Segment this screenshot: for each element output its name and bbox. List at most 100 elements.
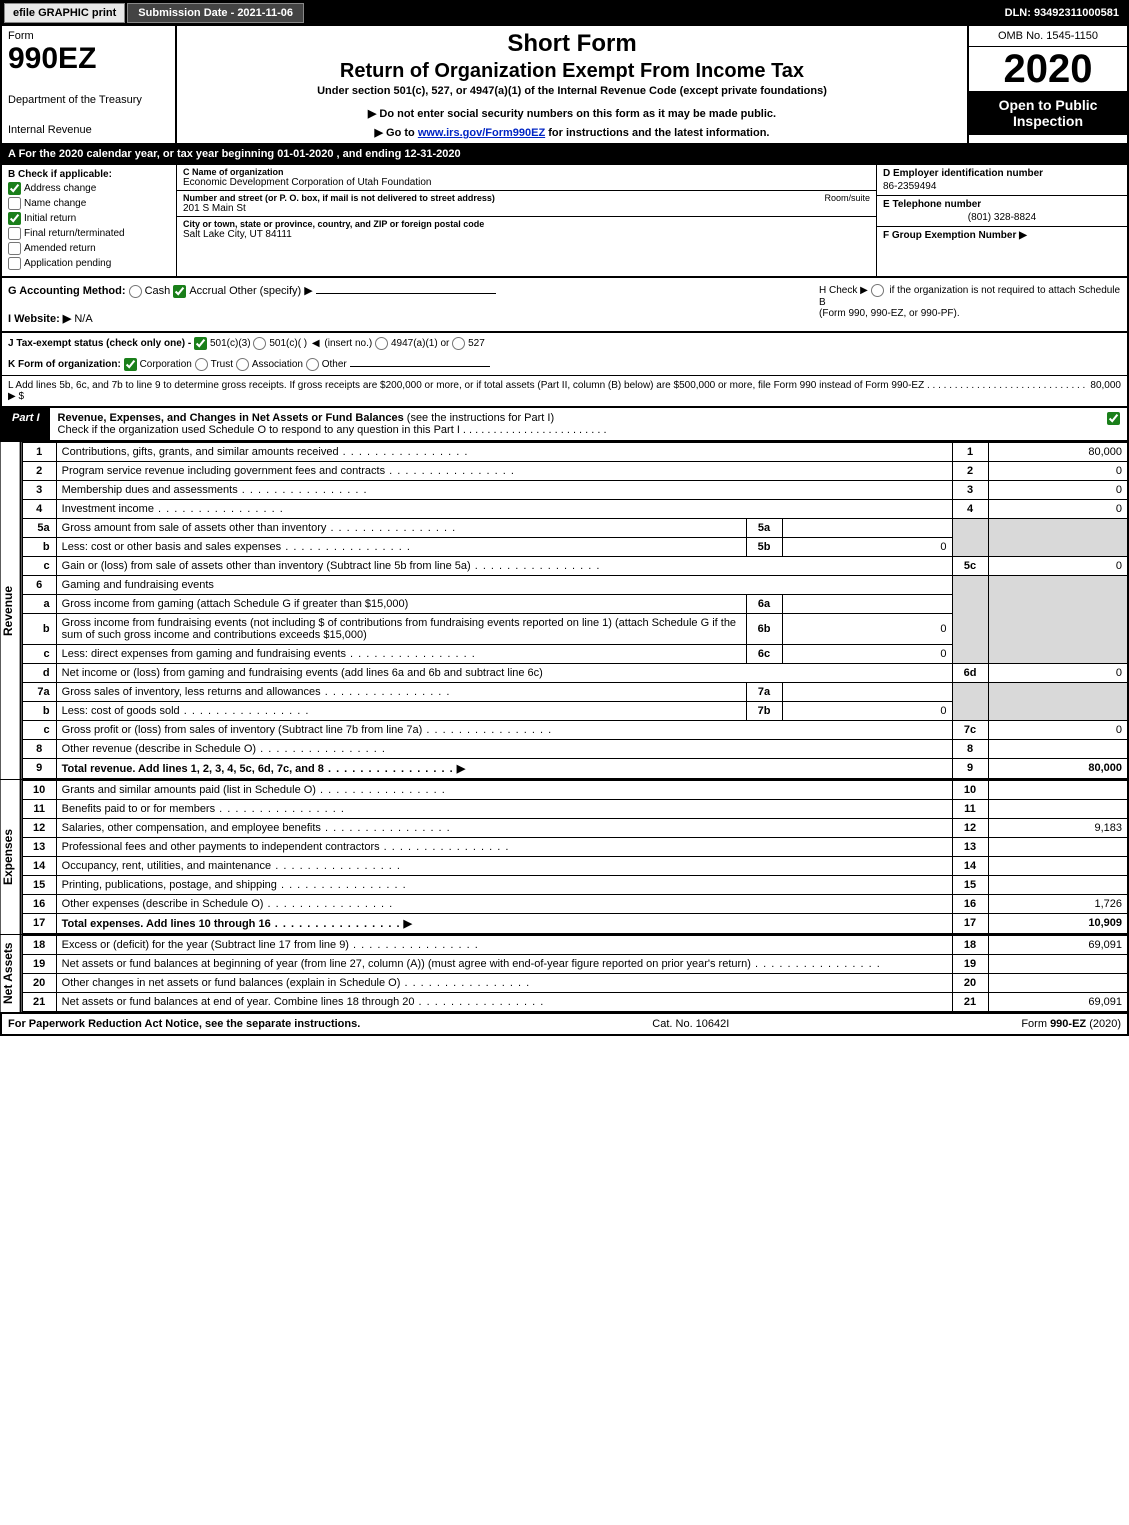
r5ab-rv-grey [988,518,1128,556]
chk-name-change[interactable]: Name change [8,197,170,210]
subtitle-under: Under section 501(c), 527, or 4947(a)(1)… [185,85,959,97]
chk-final-return[interactable]: Final return/terminated [8,227,170,240]
row-4: 4Investment income40 [22,499,1128,518]
footer-right: Form 990-EZ (2020) [1021,1018,1121,1030]
row-21: 21Net assets or fund balances at end of … [22,992,1128,1011]
efile-print-button[interactable]: efile GRAPHIC print [4,3,125,23]
chk-application-pending-box[interactable] [8,257,21,270]
j-501c-radio[interactable] [253,337,266,350]
k-corp-label: Corporation [140,359,192,370]
r15-desc: Printing, publications, postage, and shi… [56,875,952,894]
r16-desc: Other expenses (describe in Schedule O) [56,894,952,913]
r18-num: 18 [22,935,56,954]
city-row: City or town, state or province, country… [177,217,876,242]
j-4947-radio[interactable] [375,337,388,350]
r2-desc: Program service revenue including govern… [56,461,952,480]
block-gi-left: G Accounting Method: Cash Accrual Other … [8,284,811,325]
phone-label: E Telephone number [883,199,1121,210]
r8-rv [988,739,1128,758]
r18-desc: Excess or (deficit) for the year (Subtra… [56,935,952,954]
r19-num: 19 [22,954,56,973]
r6d-rn: 6d [952,663,988,682]
dept-irs: Internal Revenue [8,124,169,136]
part-i-schedule-o-check[interactable] [1107,412,1120,425]
k-other-blank[interactable] [350,366,490,367]
r5a-mb: 5a [746,518,782,537]
goto-post: for instructions and the latest informat… [545,127,769,139]
j-527-radio[interactable] [452,337,465,350]
row-5a: 5aGross amount from sale of assets other… [22,518,1128,537]
form-code: 990EZ [8,42,169,76]
chk-initial-return[interactable]: Initial return [8,212,170,225]
goto-pre: ▶ Go to [375,127,418,139]
r15-num: 15 [22,875,56,894]
r7c-rv: 0 [988,720,1128,739]
r5b-desc: Less: cost or other basis and sales expe… [56,537,746,556]
chk-application-pending[interactable]: Application pending [8,257,170,270]
chk-address-change-box[interactable] [8,182,21,195]
irs-link[interactable]: www.irs.gov/Form990EZ [418,127,545,139]
chk-name-change-label: Name change [24,198,86,209]
omb-number: OMB No. 1545-1150 [969,26,1127,47]
r2-rv: 0 [988,461,1128,480]
j-501c3-check[interactable] [194,337,207,350]
title-return: Return of Organization Exempt From Incom… [185,60,959,83]
page-footer: For Paperwork Reduction Act Notice, see … [0,1014,1129,1036]
ein-row: D Employer identification number 86-2359… [877,165,1127,196]
r6a-mv [782,594,952,613]
r12-rn: 12 [952,818,988,837]
expenses-vlabel: Expenses [0,780,22,934]
r2-rn: 2 [952,461,988,480]
chk-address-change[interactable]: Address change [8,182,170,195]
r19-rv [988,954,1128,973]
block-def: D Employer identification number 86-2359… [877,165,1127,276]
r6b-num: b [22,613,56,644]
r21-rv: 69,091 [988,992,1128,1011]
chk-amended-return-box[interactable] [8,242,21,255]
part-i-title-wrap: Revenue, Expenses, and Changes in Net As… [50,408,1103,440]
r7c-desc: Gross profit or (loss) from sales of inv… [56,720,952,739]
k-assoc-radio[interactable] [236,358,249,371]
part-i-sub: (see the instructions for Part I) [404,412,554,424]
r18-rv: 69,091 [988,935,1128,954]
k-trust-radio[interactable] [195,358,208,371]
r13-rn: 13 [952,837,988,856]
r21-num: 21 [22,992,56,1011]
chk-amended-return[interactable]: Amended return [8,242,170,255]
r13-desc: Professional fees and other payments to … [56,837,952,856]
chk-initial-return-box[interactable] [8,212,21,225]
header-center: Short Form Return of Organization Exempt… [177,26,967,143]
k-corp-check[interactable] [124,358,137,371]
r5c-rn: 5c [952,556,988,575]
r19-rn: 19 [952,954,988,973]
r6d-desc: Net income or (loss) from gaming and fun… [56,663,952,682]
j-501c3-label: 501(c)(3) [210,338,251,349]
chk-name-change-box[interactable] [8,197,21,210]
k-other-radio[interactable] [306,358,319,371]
g-other-blank[interactable] [316,293,496,294]
r6d-rv: 0 [988,663,1128,682]
line-k: K Form of organization: Corporation Trus… [0,354,1129,376]
g-cash-radio[interactable] [129,285,142,298]
r3-desc: Membership dues and assessments [56,480,952,499]
ssn-warning: ▶ Do not enter social security numbers o… [185,107,959,120]
g-accrual-check[interactable] [173,285,186,298]
chk-amended-return-label: Amended return [24,243,96,254]
h-check[interactable] [871,284,884,297]
part-i-tag: Part I [2,408,50,440]
row-10: 10Grants and similar amounts paid (list … [22,780,1128,799]
chk-final-return-box[interactable] [8,227,21,240]
j-label: J Tax-exempt status (check only one) - [8,338,194,349]
r5c-rv: 0 [988,556,1128,575]
block-c-name-address: C Name of organization Economic Developm… [177,165,877,276]
r5a-mv [782,518,952,537]
org-name-row: C Name of organization Economic Developm… [177,165,876,191]
chk-application-pending-label: Application pending [24,258,111,269]
r7a-mb: 7a [746,682,782,701]
r6b-desc: Gross income from fundraising events (no… [56,613,746,644]
part-i-title: Revenue, Expenses, and Changes in Net As… [58,412,404,424]
g-accrual-label: Accrual [189,285,226,297]
r16-rn: 16 [952,894,988,913]
r17-num: 17 [22,913,56,933]
r11-num: 11 [22,799,56,818]
